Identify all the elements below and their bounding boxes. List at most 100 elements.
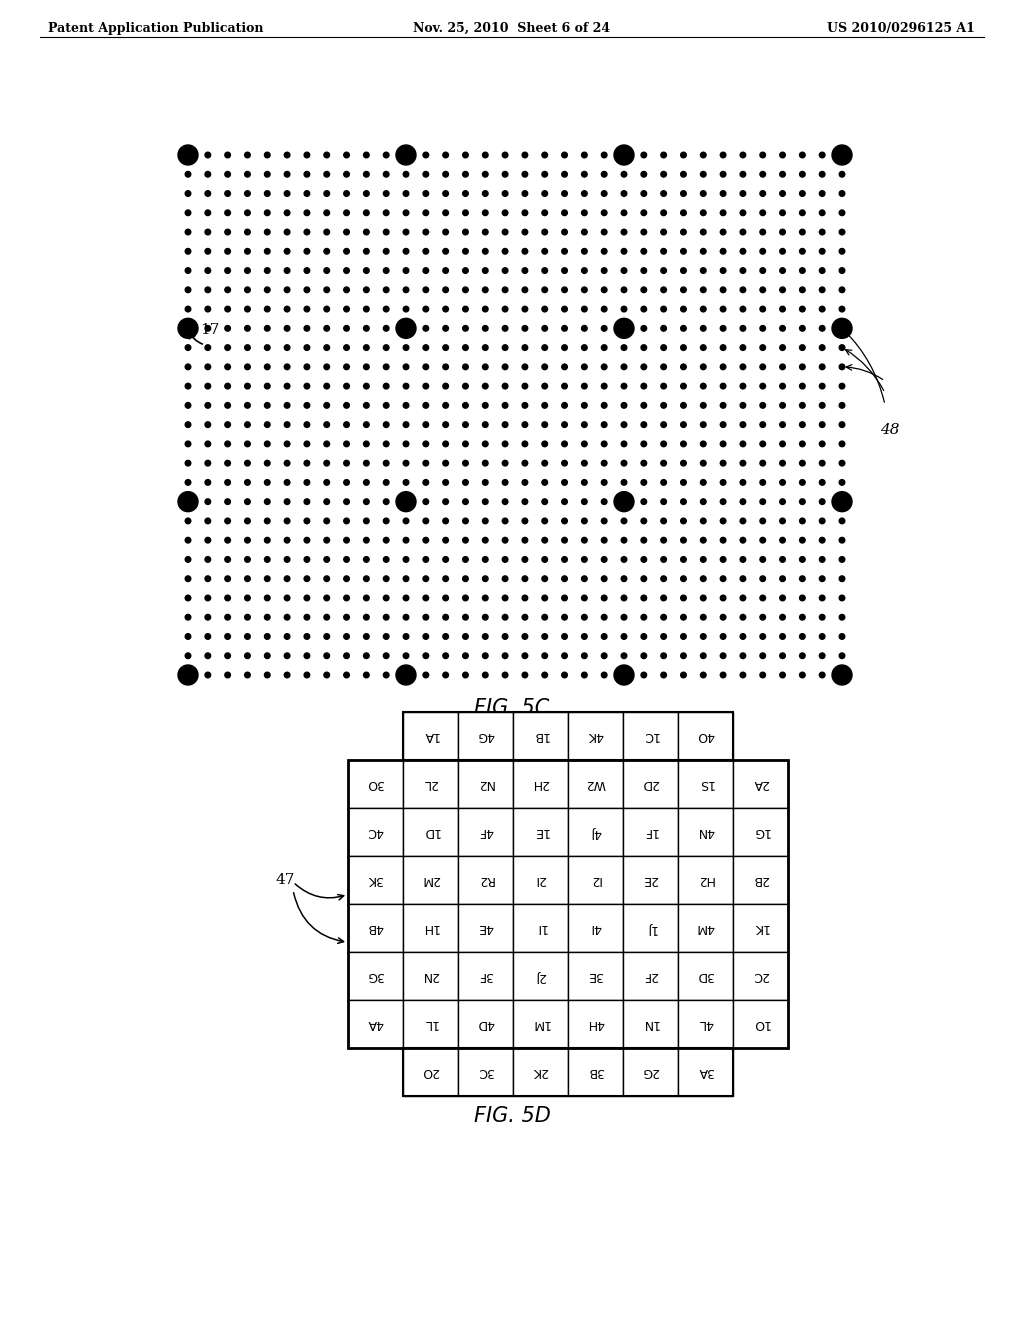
Circle shape xyxy=(442,345,449,350)
Circle shape xyxy=(819,519,825,524)
Circle shape xyxy=(562,461,567,466)
Circle shape xyxy=(660,210,667,215)
Circle shape xyxy=(601,172,607,177)
Circle shape xyxy=(423,614,429,620)
Circle shape xyxy=(562,172,567,177)
Circle shape xyxy=(344,230,349,235)
Circle shape xyxy=(800,172,805,177)
Bar xyxy=(458,952,513,1001)
Circle shape xyxy=(720,519,726,524)
Circle shape xyxy=(225,595,230,601)
Text: 2L: 2L xyxy=(423,777,438,791)
Circle shape xyxy=(442,576,449,582)
Circle shape xyxy=(396,318,416,338)
Circle shape xyxy=(344,519,349,524)
Circle shape xyxy=(185,441,190,446)
Circle shape xyxy=(779,403,785,408)
Circle shape xyxy=(582,441,587,446)
Circle shape xyxy=(364,557,370,562)
Circle shape xyxy=(245,672,250,677)
Circle shape xyxy=(641,634,646,639)
Circle shape xyxy=(720,557,726,562)
Circle shape xyxy=(285,479,290,486)
Circle shape xyxy=(660,595,667,601)
Circle shape xyxy=(840,634,845,639)
Circle shape xyxy=(364,152,370,158)
Circle shape xyxy=(681,595,686,601)
Circle shape xyxy=(700,172,707,177)
Circle shape xyxy=(245,499,250,504)
Circle shape xyxy=(779,576,785,582)
Text: 1L: 1L xyxy=(423,1018,438,1031)
Circle shape xyxy=(840,653,845,659)
Circle shape xyxy=(760,537,766,543)
Circle shape xyxy=(840,422,845,428)
Circle shape xyxy=(779,595,785,601)
Circle shape xyxy=(831,491,852,512)
Circle shape xyxy=(304,672,309,677)
Circle shape xyxy=(344,190,349,197)
Circle shape xyxy=(503,576,508,582)
Circle shape xyxy=(463,614,468,620)
Text: 2J: 2J xyxy=(535,969,546,982)
Circle shape xyxy=(225,364,230,370)
Circle shape xyxy=(344,210,349,215)
Circle shape xyxy=(522,557,527,562)
Circle shape xyxy=(562,210,567,215)
Circle shape xyxy=(582,306,587,312)
Circle shape xyxy=(622,210,627,215)
Circle shape xyxy=(403,268,409,273)
Circle shape xyxy=(800,306,805,312)
Circle shape xyxy=(344,152,349,158)
Circle shape xyxy=(225,479,230,486)
Circle shape xyxy=(285,345,290,350)
Circle shape xyxy=(800,268,805,273)
Circle shape xyxy=(482,576,488,582)
Circle shape xyxy=(442,364,449,370)
Circle shape xyxy=(304,499,309,504)
Circle shape xyxy=(740,461,745,466)
Circle shape xyxy=(700,210,707,215)
Text: 4C: 4C xyxy=(368,825,384,838)
Bar xyxy=(513,711,568,760)
Circle shape xyxy=(442,326,449,331)
Circle shape xyxy=(503,634,508,639)
Text: 3A: 3A xyxy=(697,1065,714,1078)
Circle shape xyxy=(740,286,745,293)
Circle shape xyxy=(344,614,349,620)
Circle shape xyxy=(641,172,646,177)
Circle shape xyxy=(779,210,785,215)
Circle shape xyxy=(700,268,707,273)
Circle shape xyxy=(601,461,607,466)
Text: R2: R2 xyxy=(477,874,494,887)
Circle shape xyxy=(463,461,468,466)
Circle shape xyxy=(819,557,825,562)
Circle shape xyxy=(225,345,230,350)
Circle shape xyxy=(423,499,429,504)
Circle shape xyxy=(601,519,607,524)
Circle shape xyxy=(225,152,230,158)
Circle shape xyxy=(482,306,488,312)
Circle shape xyxy=(660,230,667,235)
Circle shape xyxy=(463,345,468,350)
Circle shape xyxy=(423,537,429,543)
Circle shape xyxy=(562,190,567,197)
Circle shape xyxy=(185,210,190,215)
Circle shape xyxy=(522,345,527,350)
Circle shape xyxy=(463,403,468,408)
Circle shape xyxy=(383,441,389,446)
Circle shape xyxy=(740,152,745,158)
Circle shape xyxy=(819,672,825,677)
Circle shape xyxy=(264,383,270,389)
Circle shape xyxy=(622,479,627,486)
Circle shape xyxy=(185,479,190,486)
Circle shape xyxy=(503,461,508,466)
Text: 1C: 1C xyxy=(642,730,658,742)
Circle shape xyxy=(264,268,270,273)
Circle shape xyxy=(601,152,607,158)
Circle shape xyxy=(582,403,587,408)
Circle shape xyxy=(641,537,646,543)
Circle shape xyxy=(383,152,389,158)
Circle shape xyxy=(522,653,527,659)
Circle shape xyxy=(720,248,726,253)
